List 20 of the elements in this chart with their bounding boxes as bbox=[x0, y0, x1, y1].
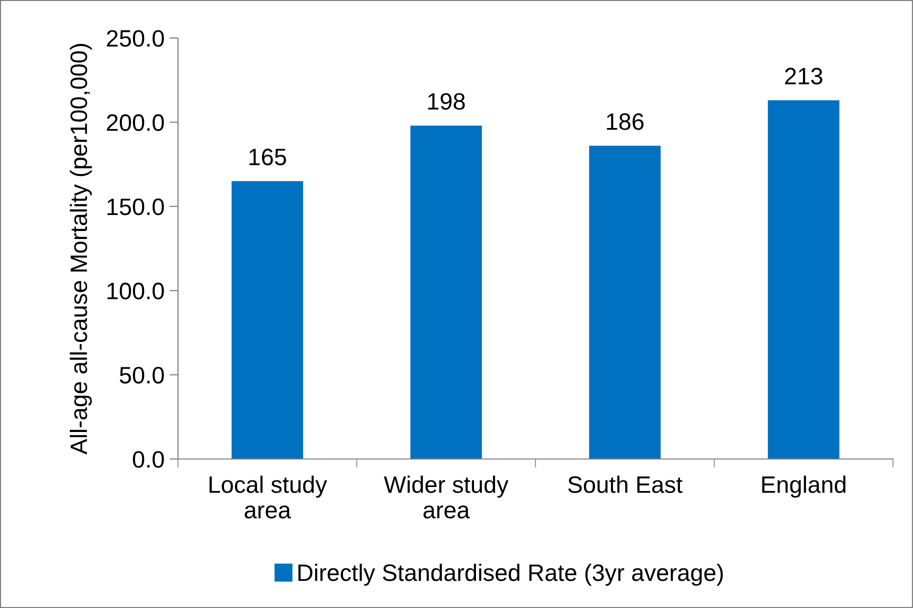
x-tick-label: South East bbox=[568, 476, 682, 494]
bar bbox=[410, 126, 482, 459]
y-tick-label: 200.0 bbox=[106, 114, 164, 131]
bar bbox=[768, 100, 840, 459]
x-tick-label: England bbox=[762, 476, 846, 498]
y-tick-label: 250.0 bbox=[106, 30, 164, 47]
x-tick-label: Local study area bbox=[210, 476, 328, 518]
data-label: 213 bbox=[785, 68, 822, 85]
legend-label: Directly Standardised Rate (3yr average) bbox=[298, 564, 723, 586]
data-label: 198 bbox=[428, 93, 465, 110]
y-tick-label: 100.0 bbox=[108, 282, 164, 300]
data-label: 165 bbox=[249, 148, 286, 166]
y-axis-title: All-age all-cause Mortality (per100,000) bbox=[70, 44, 92, 454]
data-label: 186 bbox=[606, 113, 644, 130]
y-tick-label: 0.0 bbox=[132, 451, 164, 468]
bar bbox=[232, 181, 304, 459]
y-tick-label: 150.0 bbox=[108, 198, 164, 216]
y-tick-label: 50.0 bbox=[120, 366, 164, 384]
x-tick-label: Wider study area bbox=[384, 476, 508, 518]
bar bbox=[589, 146, 661, 459]
